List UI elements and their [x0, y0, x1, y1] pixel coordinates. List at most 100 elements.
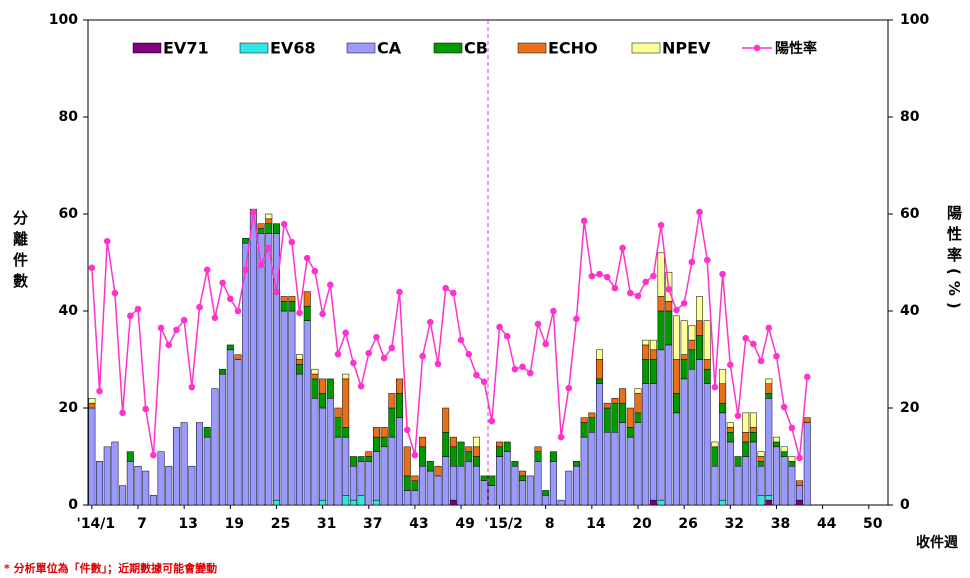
line-marker: [757, 357, 765, 365]
bar-segment: [596, 383, 604, 506]
bar-segment: [596, 349, 604, 360]
bar-segment: [742, 456, 750, 506]
x-tick-label: 43: [409, 516, 428, 532]
line-marker: [234, 307, 242, 315]
bar-segment: [742, 412, 750, 433]
line-marker: [219, 279, 226, 287]
bar-segment: [488, 475, 496, 486]
bar-segment: [580, 417, 588, 423]
bar-segment: [319, 393, 327, 409]
bar-segment: [357, 495, 365, 506]
legend-label: EV68: [270, 39, 316, 58]
bar-segment: [788, 456, 796, 462]
line-marker: [373, 333, 380, 341]
bar-segment: [757, 451, 765, 457]
bar-segment: [742, 432, 750, 443]
bar-segment: [342, 436, 350, 496]
line-marker: [457, 336, 465, 344]
line-marker: [203, 266, 211, 274]
bar-segment: [265, 233, 273, 506]
bar-segment: [296, 359, 304, 365]
bar-segment: [472, 436, 480, 448]
bar-segment: [619, 388, 627, 404]
line-marker: [603, 273, 611, 281]
bar-segment: [749, 427, 757, 433]
bar-segment: [657, 499, 665, 506]
bar-segment: [319, 407, 327, 501]
line-marker: [111, 289, 119, 297]
bar-segment: [111, 441, 119, 506]
bar-segment: [488, 485, 496, 506]
bar-segment: [757, 495, 765, 506]
line-marker: [103, 237, 111, 245]
bar-segment: [711, 446, 719, 467]
line-marker: [257, 261, 265, 269]
bar-segment: [642, 339, 650, 346]
bar-segment: [272, 499, 280, 506]
line-marker: [557, 433, 565, 441]
y-tick-label: 100: [49, 12, 78, 28]
bar-segment: [442, 407, 450, 433]
legend-label: 陽性率: [775, 40, 817, 57]
line-marker: [796, 454, 803, 462]
bar-segment: [472, 456, 480, 467]
x-tick-label: 31: [317, 516, 336, 532]
line-marker: [588, 272, 596, 280]
bar-segment: [657, 296, 665, 312]
bar-segment: [642, 359, 650, 384]
bar-segment: [796, 499, 804, 506]
bar-segment: [334, 436, 342, 506]
bar-segment: [272, 223, 280, 234]
bar-segment: [311, 368, 319, 375]
bar-segment: [765, 378, 773, 384]
x-tick-label: 25: [271, 516, 290, 532]
bar-segment: [88, 402, 96, 409]
bar-segment: [126, 461, 134, 506]
bar-segment: [288, 301, 296, 312]
line-marker: [250, 208, 257, 216]
bar-segment: [465, 446, 473, 452]
line-marker: [627, 289, 634, 297]
y-tick-label: 20: [59, 400, 79, 416]
bar-segment: [396, 378, 404, 394]
legend-swatch: [346, 42, 376, 54]
line-marker: [296, 309, 303, 317]
x-tick-label: 7: [137, 516, 147, 532]
bar-segment: [365, 461, 373, 506]
line-marker: [427, 318, 434, 326]
bar-segment: [719, 499, 727, 506]
line-marker: [311, 267, 319, 275]
bar-segment: [357, 456, 365, 462]
bar-segment: [703, 383, 711, 506]
bar-segment: [588, 432, 596, 506]
bar-segment: [126, 451, 134, 462]
bar-segment: [288, 310, 296, 506]
bar-segment: [380, 446, 388, 506]
bar-segment: [757, 465, 765, 496]
bar-segment: [719, 412, 727, 501]
bar-segment: [665, 301, 673, 312]
bar-segment: [726, 432, 734, 443]
bar-segment: [711, 441, 719, 448]
bar-segment: [203, 427, 211, 438]
bar-segment: [496, 441, 504, 448]
y2-tick-label: 40: [900, 303, 920, 319]
bar-segment: [434, 475, 442, 506]
y2-axis-title: 陽性率(%): [945, 205, 963, 315]
bar-segment: [411, 480, 419, 491]
bar-segment: [280, 296, 288, 302]
bar-segment: [719, 383, 727, 404]
bar-segment: [119, 485, 127, 506]
bar-segment: [703, 368, 711, 385]
legend-swatch: [433, 42, 463, 54]
bar-segment: [226, 349, 234, 506]
bar-segment: [403, 446, 411, 477]
line-marker: [488, 417, 496, 425]
bar-segment: [788, 465, 796, 506]
bar-segment: [549, 461, 557, 506]
bar-segment: [388, 393, 396, 409]
bar-segment: [372, 436, 380, 452]
line-marker: [688, 258, 696, 266]
bar-segment: [503, 441, 511, 452]
x-tick-label: '15/2: [484, 516, 523, 532]
